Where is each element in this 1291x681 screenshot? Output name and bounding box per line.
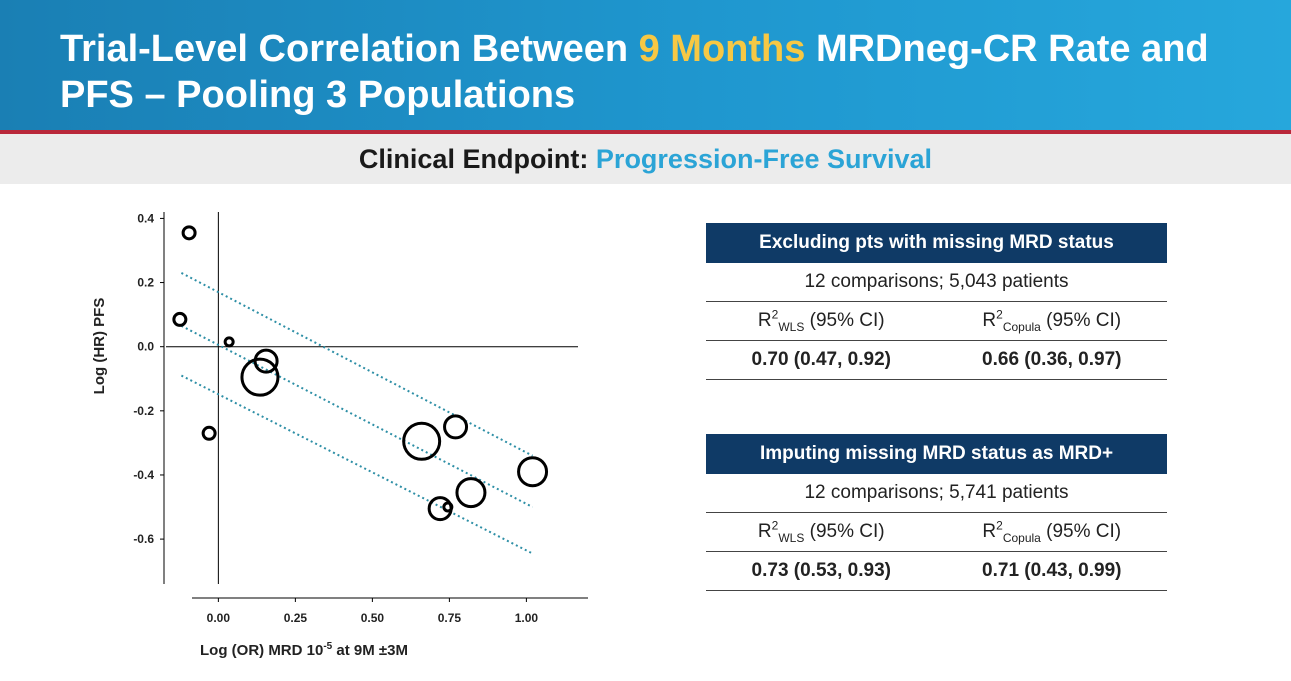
- title-part-2: MRDneg-CR Rate and PFS – Pooling 3 Popul…: [60, 28, 1209, 116]
- r-symbol: R: [982, 521, 997, 542]
- table-heading: Excluding pts with missing MRD status: [706, 223, 1167, 263]
- table-column-headers: R2WLS (95% CI) R2Copula (95% CI): [706, 513, 1167, 552]
- y-tick-label: -0.6: [133, 532, 154, 546]
- data-point: [402, 421, 442, 461]
- data-point: [223, 336, 235, 348]
- data-point: [172, 311, 188, 327]
- data-point: [443, 414, 469, 440]
- wls-sub: WLS: [778, 319, 805, 334]
- ci-label: (95% CI): [1040, 521, 1122, 542]
- axis-labels: Log (HR) PFS Log (OR) MRD 10-5 at 9M ±3M: [91, 298, 408, 659]
- squared-sup: 2: [996, 518, 1003, 533]
- r2-copula-value: 0.71 (0.43, 0.99): [982, 560, 1122, 581]
- results-table-excluding: Excluding pts with missing MRD status 12…: [706, 223, 1167, 380]
- x-tick-label: 0.75: [438, 611, 462, 625]
- table-summary: 12 comparisons; 5,741 patients: [706, 474, 1167, 513]
- col-r2-copula-header: R2Copula (95% CI): [937, 513, 1168, 551]
- data-point: [455, 477, 487, 509]
- ci-label: (95% CI): [804, 310, 885, 331]
- r2-copula-value: 0.66 (0.36, 0.97): [982, 349, 1122, 370]
- r-symbol: R: [982, 310, 997, 331]
- table-values-row: 0.70 (0.47, 0.92) 0.66 (0.36, 0.97): [706, 341, 1167, 380]
- data-point: [181, 225, 197, 241]
- regression-line: [180, 324, 534, 508]
- ci-upper-line: [180, 272, 534, 457]
- data-point: [517, 456, 549, 488]
- endpoint-label: Clinical Endpoint:: [358, 144, 596, 174]
- title-part-1: Trial-Level Correlation Between: [60, 28, 639, 70]
- col-r2-wls-header: R2WLS (95% CI): [706, 302, 937, 340]
- table-summary: 12 comparisons; 5,043 patients: [706, 263, 1167, 302]
- title-highlight: 9 Months: [638, 28, 806, 70]
- endpoint-value: Progression-Free Survival: [595, 144, 933, 174]
- scatter-chart: 0.4 0.2 0.0 -0.2 -0.4 -0.6 0.00 0.25 0.50 0.75 1.0…: [91, 211, 588, 659]
- y-axis-label: Log (HR) PFS: [91, 298, 108, 395]
- wls-sub: WLS: [778, 530, 805, 545]
- copula-sub: Copula: [1002, 530, 1041, 545]
- header-divider: [0, 130, 1291, 134]
- x-tick-label: 1.00: [515, 611, 539, 625]
- endpoint-bar: Clinical Endpoint: Progression-Free Surv…: [0, 134, 1291, 184]
- data-points: [172, 225, 549, 522]
- x-tick-label: 0.25: [284, 611, 308, 625]
- copula-sub: Copula: [1002, 319, 1041, 334]
- y-tick-label: 0.0: [137, 340, 154, 354]
- results-table-imputing: Imputing missing MRD status as MRD+ 12 c…: [706, 434, 1167, 591]
- ci-label: (95% CI): [1040, 310, 1122, 331]
- regression-lines: [180, 272, 534, 555]
- r-symbol: R: [757, 521, 772, 542]
- data-point: [442, 501, 454, 513]
- title-banner: Trial-Level Correlation Between 9 Months…: [0, 0, 1291, 130]
- endpoint-title: Clinical Endpoint: Progression-Free Surv…: [359, 144, 932, 174]
- table-column-headers: R2WLS (95% CI) R2Copula (95% CI): [706, 302, 1167, 341]
- ci-lower-line: [180, 374, 534, 555]
- col-r2-copula-header: R2Copula (95% CI): [937, 302, 1168, 340]
- slide-title: Trial-Level Correlation Between 9 Months…: [60, 26, 1240, 118]
- col-r2-wls-header: R2WLS (95% CI): [706, 513, 937, 551]
- y-tick-label: 0.2: [137, 276, 154, 290]
- y-tick-label: -0.4: [133, 468, 154, 482]
- x-axis-label-main: Log (OR) MRD 10: [200, 642, 323, 659]
- x-axis-label-rest: at 9M ±3M: [332, 642, 408, 659]
- y-tick-label: 0.4: [137, 211, 154, 225]
- x-axis-label: Log (OR) MRD 10-5 at 9M ±3M: [200, 641, 408, 659]
- x-tick-label: 0.00: [207, 611, 231, 625]
- chart-axes: 0.4 0.2 0.0 -0.2 -0.4 -0.6 0.00 0.25 0.50 0.75 1.0…: [133, 211, 588, 625]
- squared-sup: 2: [771, 307, 779, 322]
- r2-wls-value: 0.70 (0.47, 0.92): [751, 349, 891, 370]
- ci-label: (95% CI): [804, 521, 885, 542]
- data-point: [240, 357, 280, 397]
- squared-sup: 2: [996, 307, 1003, 322]
- r2-wls-value: 0.73 (0.53, 0.93): [751, 560, 891, 581]
- data-point: [201, 425, 217, 441]
- squared-sup: 2: [771, 518, 779, 533]
- table-values-row: 0.73 (0.53, 0.93) 0.71 (0.43, 0.99): [706, 552, 1167, 591]
- x-axis-label-exponent: -5: [323, 641, 332, 652]
- x-tick-label: 0.50: [361, 611, 385, 625]
- table-heading: Imputing missing MRD status as MRD+: [706, 434, 1167, 474]
- data-point: [427, 496, 453, 522]
- r-symbol: R: [757, 310, 772, 331]
- y-tick-label: -0.2: [133, 404, 154, 418]
